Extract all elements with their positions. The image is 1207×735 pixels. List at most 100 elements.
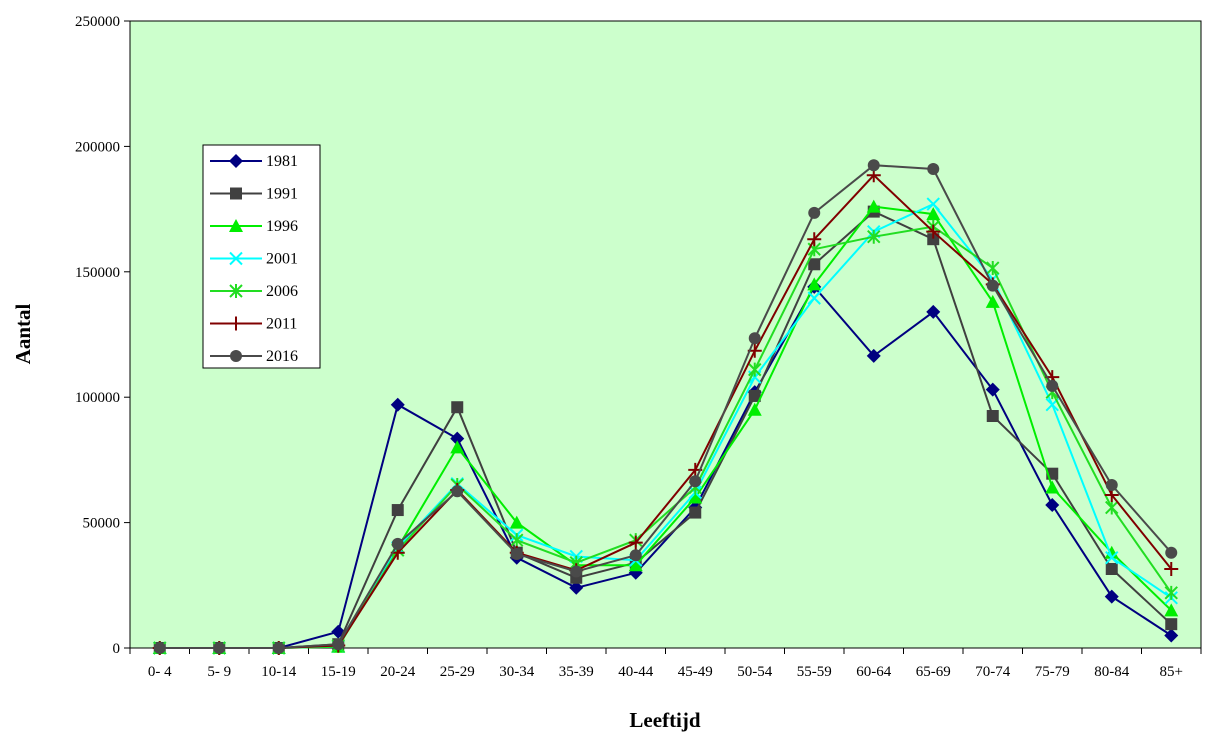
x-tick-label: 60-64: [856, 664, 891, 680]
legend-entry-1996: 1996: [210, 218, 298, 235]
data-point: [1045, 498, 1060, 513]
data-point: [748, 362, 762, 377]
legend-label: 2011: [266, 316, 297, 333]
data-point: [1105, 551, 1119, 565]
x-tick-label: 30-34: [499, 664, 534, 680]
data-point: [1105, 478, 1118, 491]
data-point: [628, 535, 643, 550]
legend-marker: [229, 284, 243, 298]
data-point: [926, 304, 941, 319]
series-line-1981: [159, 285, 1172, 649]
x-tick-label: 80-84: [1094, 664, 1129, 680]
data-point: [926, 197, 940, 211]
x-tick-label: 20-24: [380, 664, 415, 680]
legend-box: [202, 144, 321, 369]
data-point: [927, 233, 940, 246]
data-point: [569, 580, 584, 595]
legend: 1981 1991 1996 2001 2006 2011 2016: [202, 144, 321, 369]
data-point: [986, 279, 999, 292]
data-point: [509, 515, 524, 529]
data-point: [570, 565, 583, 578]
x-tick-label: 10-14: [261, 664, 296, 680]
legend-label: 1991: [266, 186, 298, 203]
data-point: [866, 348, 881, 363]
series-layer: [152, 159, 1179, 655]
data-point: [1165, 546, 1178, 559]
data-point: [1105, 562, 1118, 575]
data-point: [1104, 589, 1119, 604]
x-tick-label: 65-69: [916, 664, 951, 680]
data-point: [628, 558, 643, 572]
x-tick-label: 70-74: [975, 664, 1010, 680]
data-point: [450, 431, 465, 446]
x-tick-label: 55-59: [797, 664, 832, 680]
x-tick-label: 35-39: [559, 664, 594, 680]
y-tick-label: 250000: [75, 14, 120, 30]
data-point: [985, 294, 1000, 308]
legend-marker: [230, 350, 242, 362]
data-point: [927, 162, 940, 175]
y-tick-label: 50000: [83, 516, 121, 532]
data-point: [867, 229, 881, 244]
legend-label: 2001: [266, 251, 298, 268]
legend-marker: [229, 251, 243, 266]
data-point: [1164, 628, 1179, 643]
data-point: [748, 389, 761, 402]
x-tick-label: 5- 9: [207, 664, 231, 680]
data-point: [153, 642, 166, 654]
data-point: [807, 277, 822, 291]
data-point: [808, 206, 821, 219]
data-point: [1165, 618, 1178, 631]
series-line-2011: [159, 173, 1173, 649]
data-point: [1045, 480, 1060, 494]
data-point: [390, 397, 405, 412]
data-point: [1164, 561, 1179, 576]
legend-entry-2001: 2001: [210, 251, 298, 268]
series-line-2016: [159, 164, 1173, 649]
x-tick-label: 50-54: [737, 664, 772, 680]
data-point: [986, 410, 999, 423]
x-tick-label: 85+: [1160, 664, 1183, 680]
data-point: [688, 490, 703, 504]
data-point: [867, 159, 880, 172]
data-point: [926, 207, 941, 221]
data-point: [807, 291, 821, 305]
data-point: [391, 504, 404, 517]
legend-marker: [229, 316, 243, 331]
data-point: [1046, 379, 1059, 392]
data-point: [629, 549, 642, 562]
legend-label: 2006: [266, 283, 298, 300]
data-point: [391, 537, 404, 550]
series-2016: [153, 159, 1178, 654]
x-tick-label: 40-44: [618, 664, 653, 680]
x-tick-label: 25-29: [440, 664, 475, 680]
data-point: [450, 440, 465, 454]
legend-marker: [230, 187, 242, 200]
legend-entry-2011: 2011: [210, 316, 297, 333]
x-tick-label: 15-19: [321, 664, 356, 680]
x-axis: 0- 4 5- 9 10-14 15-19 20-24 25-29 30-34 35-39 40…: [129, 648, 1202, 680]
data-point: [213, 642, 226, 654]
legend-label: 1996: [266, 218, 298, 235]
y-tick-label: 150000: [75, 265, 120, 281]
data-point: [451, 401, 464, 414]
data-point: [1105, 500, 1119, 515]
data-point: [1164, 603, 1179, 617]
legend-entry-1981: 1981: [210, 153, 298, 170]
data-point: [748, 332, 761, 345]
y-tick-label: 200000: [75, 139, 120, 155]
data-point: [272, 642, 285, 654]
data-point: [689, 475, 702, 488]
y-tick-label: 100000: [75, 390, 120, 406]
x-tick-label: 0- 4: [148, 664, 172, 680]
x-tick-label: 75-79: [1035, 664, 1070, 680]
data-point: [986, 261, 1000, 276]
y-tick-label: 0: [113, 641, 121, 657]
data-point: [1164, 585, 1178, 600]
data-point: [985, 382, 1000, 397]
data-point: [689, 506, 702, 519]
data-point: [866, 199, 881, 213]
legend-entry-1991: 1991: [210, 186, 298, 203]
legend-entry-2006: 2006: [210, 283, 298, 300]
